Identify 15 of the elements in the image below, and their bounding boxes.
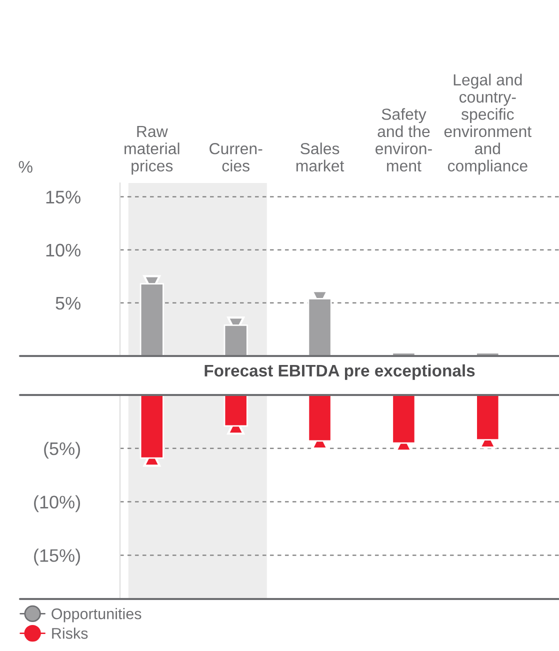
y-tick-label: 10% — [46, 244, 80, 257]
y-axis-title: % — [18, 161, 32, 173]
legend-label: Opportunities — [52, 608, 142, 622]
y-tick-label: 15% — [46, 190, 80, 204]
y-tick-label: (10%) — [34, 495, 80, 512]
y-tick-label: (15%) — [34, 548, 80, 566]
x-tick-label: Legal and country- specific environment and compliance — [444, 74, 532, 175]
x-tick-label: Safety and the environ- ment — [376, 108, 432, 172]
legend-label: Risks — [52, 628, 88, 639]
x-tick-label: Raw material prices — [124, 126, 180, 175]
x-tick-label: Curren- cies — [210, 142, 262, 172]
x-axis-title: Forecast EBITDA pre exceptionals — [204, 364, 475, 380]
y-tick-label: (5%) — [44, 442, 80, 459]
x-tick-label: Sales market — [296, 142, 344, 172]
y-tick-label: 5% — [56, 296, 80, 310]
